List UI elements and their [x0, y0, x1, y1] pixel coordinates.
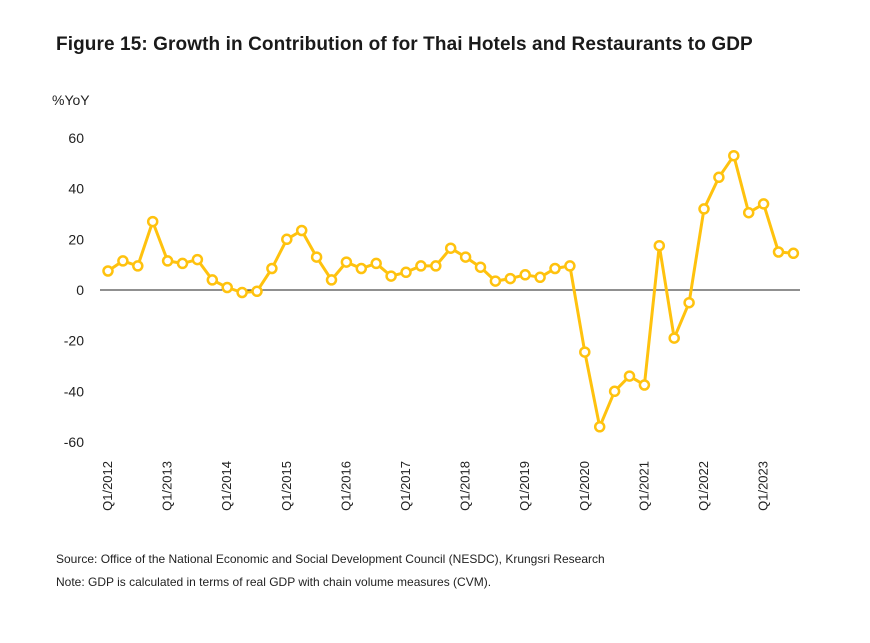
data-point: [698, 203, 710, 215]
data-point: [415, 260, 427, 272]
data-point: [236, 286, 248, 299]
data-point: [385, 270, 397, 282]
data-point: [251, 285, 263, 298]
y-tick-label: 40: [68, 181, 84, 197]
x-tick-label: Q1/2013: [160, 461, 175, 511]
y-unit-label: %YoY: [52, 92, 90, 108]
data-point: [310, 251, 323, 263]
data-point: [519, 269, 531, 281]
data-point: [489, 275, 502, 287]
y-tick-label: 20: [68, 231, 84, 247]
data-point: [117, 255, 129, 267]
data-point: [549, 262, 561, 275]
data-point: [608, 385, 621, 398]
data-point: [132, 260, 144, 272]
data-point: [281, 233, 293, 246]
x-tick-label: Q1/2023: [756, 461, 771, 511]
series-markers: [102, 149, 800, 433]
y-tick-label: 60: [68, 130, 84, 146]
y-tick-label: -60: [64, 434, 84, 450]
data-point: [444, 242, 457, 254]
data-point: [564, 260, 576, 272]
data-point: [742, 206, 755, 219]
data-point: [176, 257, 189, 270]
data-point: [400, 266, 412, 279]
y-tick-label: 0: [76, 282, 84, 298]
x-tick-label: Q1/2014: [219, 461, 234, 511]
x-axis-ticks: Q1/2012 Q1/2013 Q1/2014 Q1/2015 Q1/2016 Q1/20…: [100, 461, 771, 511]
data-point: [653, 239, 666, 252]
y-axis-ticks: -60 -40 -20 0 20 40 60: [64, 130, 84, 450]
data-point: [668, 332, 680, 344]
data-point: [161, 255, 174, 267]
source-text: Source: Office of the National Economic …: [56, 552, 605, 566]
data-point: [325, 274, 338, 286]
data-point: [757, 198, 770, 210]
series-line: [107, 154, 794, 429]
data-point: [504, 272, 517, 285]
x-tick-label: Q1/2015: [279, 461, 294, 511]
data-point: [787, 247, 800, 260]
data-point: [191, 253, 204, 266]
data-point: [638, 379, 651, 391]
data-point: [728, 149, 740, 162]
data-point: [534, 271, 546, 284]
x-tick-label: Q1/2018: [458, 461, 473, 511]
x-tick-label: Q1/2012: [100, 461, 115, 511]
x-tick-label: Q1/2019: [517, 461, 532, 511]
x-tick-label: Q1/2020: [577, 461, 592, 511]
x-tick-label: Q1/2021: [636, 461, 651, 511]
y-tick-label: -40: [64, 383, 84, 399]
data-point: [593, 421, 606, 433]
data-point: [266, 262, 278, 275]
y-tick-label: -20: [64, 333, 84, 349]
data-point: [102, 265, 114, 277]
data-point: [340, 256, 353, 268]
data-point: [430, 260, 442, 272]
x-tick-label: Q1/2017: [398, 461, 413, 511]
data-point: [579, 346, 591, 358]
note-text: Note: GDP is calculated in terms of real…: [56, 575, 492, 589]
x-tick-label: Q1/2016: [338, 461, 353, 511]
data-point: [683, 296, 695, 309]
data-point: [474, 261, 487, 273]
data-point: [459, 251, 472, 263]
data-point: [370, 257, 382, 270]
data-point: [713, 171, 725, 184]
chart-title: Figure 15: Growth in Contribution of for…: [56, 34, 753, 55]
data-point: [772, 246, 785, 258]
x-tick-label: Q1/2022: [696, 461, 711, 511]
data-point: [221, 281, 233, 294]
data-point: [146, 215, 159, 228]
data-point: [206, 274, 219, 286]
data-point: [623, 370, 636, 382]
data-point: [295, 224, 308, 237]
data-point: [355, 262, 368, 275]
